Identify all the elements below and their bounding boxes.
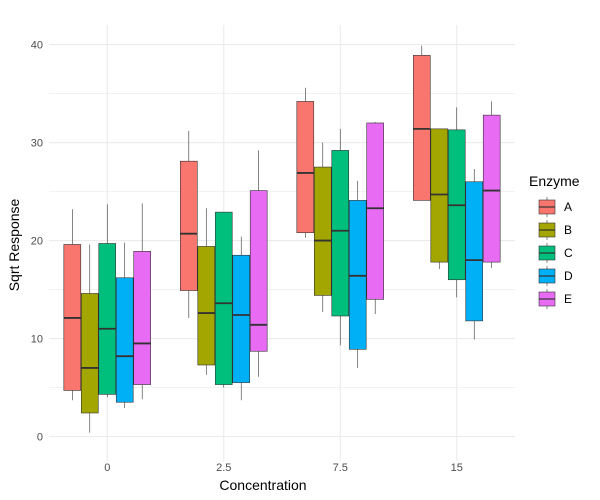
box-D-7.5: [348, 180, 367, 368]
box-A-2.5: [180, 130, 198, 318]
box-body: [413, 55, 431, 201]
legend-item-A: A: [538, 197, 572, 217]
x-axis-title: Concentration: [219, 477, 306, 493]
box-E-7.5: [366, 121, 384, 315]
box-C-15: [447, 107, 466, 298]
box-D-0: [115, 242, 134, 409]
x-tick-label: 2.5: [216, 462, 231, 474]
legend-label: D: [564, 269, 573, 283]
y-axis-ticks: 0 10 20 30 40: [31, 40, 43, 444]
legend-label: E: [564, 292, 572, 306]
box-body: [249, 190, 268, 352]
legend-item-B: B: [538, 220, 572, 240]
box-body: [482, 114, 501, 263]
y-tick-label: 0: [37, 432, 43, 444]
box-body: [465, 181, 484, 322]
box-E-15: [482, 101, 501, 268]
legend-item-E: E: [538, 289, 572, 309]
box-body: [348, 200, 367, 350]
box-body: [313, 166, 332, 296]
legend-label: B: [564, 223, 572, 237]
box-body: [80, 293, 99, 414]
box-A-0: [63, 209, 82, 401]
box-C-2.5: [214, 211, 233, 388]
x-tick-label: 15: [451, 462, 463, 474]
legend-title: Enzyme: [529, 173, 580, 189]
box-C-0: [98, 204, 117, 398]
legend-label: A: [564, 200, 572, 214]
box-body: [98, 243, 117, 395]
y-tick-label: 10: [31, 334, 43, 346]
x-axis-ticks: 0 2.5 7.5 15: [104, 462, 463, 474]
y-tick-label: 40: [31, 40, 43, 52]
box-C-7.5: [331, 128, 350, 346]
x-tick-label: 0: [104, 462, 110, 474]
box-B-7.5: [313, 142, 332, 313]
box-E-2.5: [249, 150, 268, 377]
box-B-0: [80, 244, 99, 433]
box-body: [180, 160, 198, 291]
box-body: [214, 211, 233, 385]
box-plot-marks: [63, 45, 501, 433]
y-tick-label: 30: [31, 138, 43, 150]
box-E-0: [133, 203, 151, 400]
box-A-7.5: [296, 87, 315, 238]
box-body: [296, 101, 315, 234]
box-body: [133, 251, 151, 385]
box-body: [115, 277, 134, 403]
box-B-2.5: [197, 208, 216, 375]
y-axis-title: Sqrt Response: [6, 198, 22, 291]
box-D-15: [465, 169, 484, 340]
box-body: [331, 150, 350, 317]
legend-item-D: D: [538, 266, 573, 286]
legend-item-C: C: [538, 243, 573, 263]
box-body: [197, 246, 216, 366]
box-D-2.5: [232, 236, 251, 401]
box-body: [366, 122, 384, 300]
legend-label: C: [564, 246, 573, 260]
box-body: [430, 128, 449, 263]
y-tick-label: 20: [31, 236, 43, 248]
x-tick-label: 7.5: [333, 462, 348, 474]
box-B-15: [430, 128, 449, 269]
box-A-15: [413, 45, 431, 201]
box-body: [232, 254, 251, 383]
